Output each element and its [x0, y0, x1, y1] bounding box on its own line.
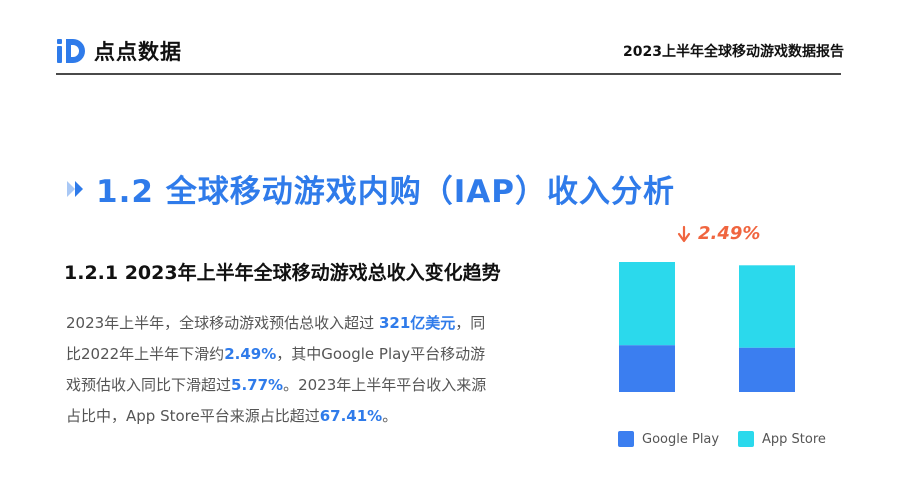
bar-2022-app-store: [619, 262, 675, 346]
section-title: 1.2 全球移动游戏内购（IAP）收入分析: [96, 174, 675, 210]
brand-logo: 点点数据: [56, 36, 182, 66]
legend-swatch-app-store: [738, 431, 754, 447]
paragraph-text: 2023年上半年，全球移动游戏预估总收入超过: [66, 314, 379, 332]
decline-arrow-icon: [677, 225, 691, 243]
subsection-title: 1.2.1 2023年上半年全球移动游戏总收入变化趋势: [64, 262, 501, 284]
paragraph-text: ，其中Google Play平台移动游戏预估收入同比下滑超过: [66, 345, 486, 394]
report-title: 2023上半年全球移动游戏数据报告: [623, 44, 844, 60]
decline-percentage-label: 2.49%: [698, 223, 760, 244]
summary-paragraph: 2023年上半年，全球移动游戏预估总收入超过 321亿美元，同比2022年上半年…: [66, 308, 496, 432]
highlight-decline-rate: 2.49%: [224, 345, 277, 363]
legend-label-app-store: App Store: [762, 431, 826, 447]
logo-icon: [57, 39, 85, 63]
chart-plot: 202220232.49%: [602, 223, 844, 418]
legend-label-google-play: Google Play: [642, 431, 720, 447]
highlight-google-play-decline: 5.77%: [231, 376, 284, 394]
revenue-stacked-bar-chart: 202220232.49% Google Play App Store: [590, 212, 870, 462]
paragraph-text: 。2023年上半年平台收入来源占比中，App Store平台来源占比超过: [66, 376, 487, 425]
highlight-total-revenue: 321亿美元: [378, 314, 456, 332]
paragraph-text: 。: [382, 407, 398, 425]
legend-item-app-store: App Store: [738, 431, 826, 447]
paragraph-text: ，同比2022年上半年下滑约: [66, 314, 486, 363]
bar-2023-google-play: [739, 347, 795, 394]
bar-2023-app-store: [739, 265, 795, 348]
header-divider: [56, 73, 841, 75]
bar-2022-google-play: [619, 345, 675, 394]
legend-swatch-google-play: [618, 431, 634, 447]
section-heading: 1.2 全球移动游戏内购（IAP）收入分析: [64, 166, 675, 211]
double-chevron-icon: [67, 180, 83, 197]
logo-text: 点点数据: [94, 40, 182, 64]
highlight-app-store-share: 67.41%: [319, 407, 383, 425]
legend-item-google-play: Google Play: [618, 431, 719, 447]
report-header: 点点数据 2023上半年全球移动游戏数据报告: [0, 0, 900, 80]
